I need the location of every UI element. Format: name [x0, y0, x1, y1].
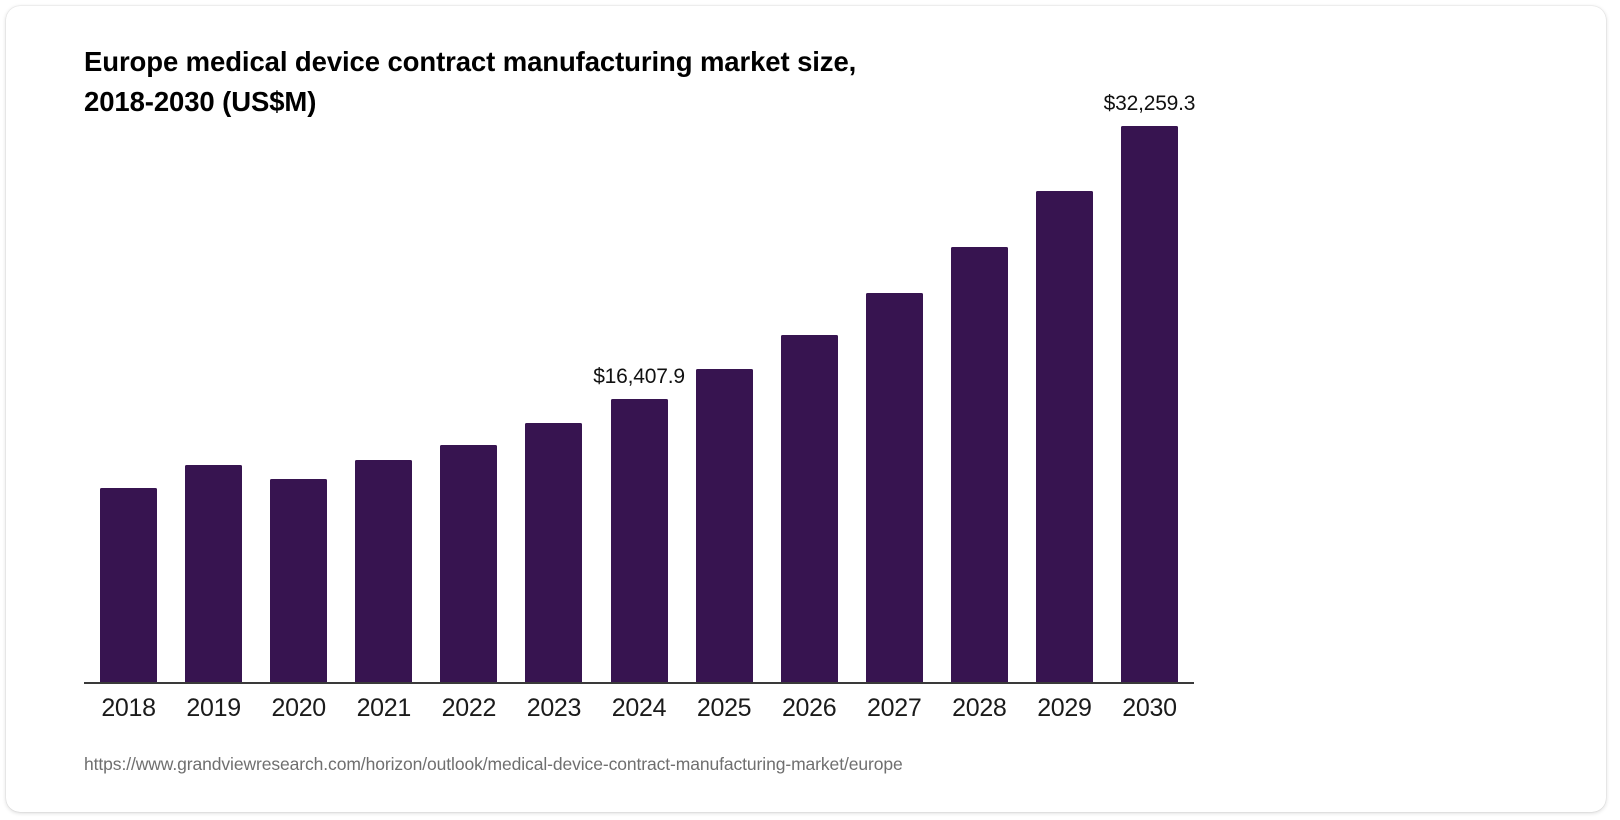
- bar-group: [852, 126, 937, 682]
- bar-2021: [355, 460, 413, 682]
- bar-value-label: $16,407.9: [593, 365, 685, 389]
- bar-group: [256, 126, 341, 682]
- bar-group: [682, 126, 767, 682]
- bar-2029: [1035, 191, 1093, 682]
- bar-2030: [1120, 126, 1178, 682]
- bar-group: [341, 126, 426, 682]
- bar-group: [767, 126, 852, 682]
- source-url-text: https://www.grandviewresearch.com/horizo…: [84, 754, 903, 774]
- bar-2022: [440, 444, 498, 682]
- bar-2026: [780, 335, 838, 682]
- bar-2019: [185, 464, 243, 682]
- bar-2020: [270, 479, 328, 682]
- x-tick-2028: 2028: [952, 694, 1007, 722]
- x-axis-tick-labels: 2018 2019 2020 2021 2022 2023 2024 2025 2026 2027…: [84, 694, 1194, 723]
- x-tick-2026: 2026: [781, 694, 837, 722]
- x-tick-2022: 2022: [441, 694, 497, 722]
- x-tick-2029: 2029: [1037, 694, 1092, 722]
- chart-card: Europe medical device contract manufactu…: [6, 6, 1606, 812]
- bar-2025: [695, 368, 753, 682]
- x-tick-2021: 2021: [356, 694, 412, 722]
- bar-series: $16,407.9 $32,259.3: [84, 92, 1195, 682]
- x-tick-2023: 2023: [526, 694, 582, 722]
- x-tick-2018: 2018: [101, 694, 156, 722]
- x-tick-2019: 2019: [186, 694, 241, 722]
- bar-group: $32,259.3: [1104, 92, 1195, 682]
- x-tick-2020: 2020: [271, 694, 326, 722]
- bar-value-label: $32,259.3: [1103, 92, 1196, 115]
- bar-group: $16,407.9: [593, 126, 685, 682]
- x-tick-2024: 2024: [611, 694, 667, 722]
- chart-title: Europe medical device contract manufactu…: [84, 46, 857, 118]
- x-tick-2025: 2025: [696, 694, 752, 722]
- bar-group: [937, 126, 1022, 682]
- bar-2027: [865, 293, 923, 682]
- x-tick-2027: 2027: [867, 694, 922, 722]
- bar-group: [1022, 126, 1107, 682]
- bar-2018: [100, 487, 158, 682]
- bar-2023: [525, 423, 583, 682]
- x-tick-2030: 2030: [1122, 694, 1177, 722]
- bar-group: [426, 126, 511, 682]
- bar-2028: [950, 246, 1008, 682]
- chart-plot-area: $16,407.9 $32,259.3 2018 2019 2020 2021 2022 2…: [84, 92, 1195, 722]
- x-axis-line: [84, 682, 1194, 684]
- bar-group: [511, 126, 596, 682]
- bar-group: [86, 126, 171, 682]
- bar-group: [171, 126, 256, 682]
- bar-2024: [610, 399, 668, 682]
